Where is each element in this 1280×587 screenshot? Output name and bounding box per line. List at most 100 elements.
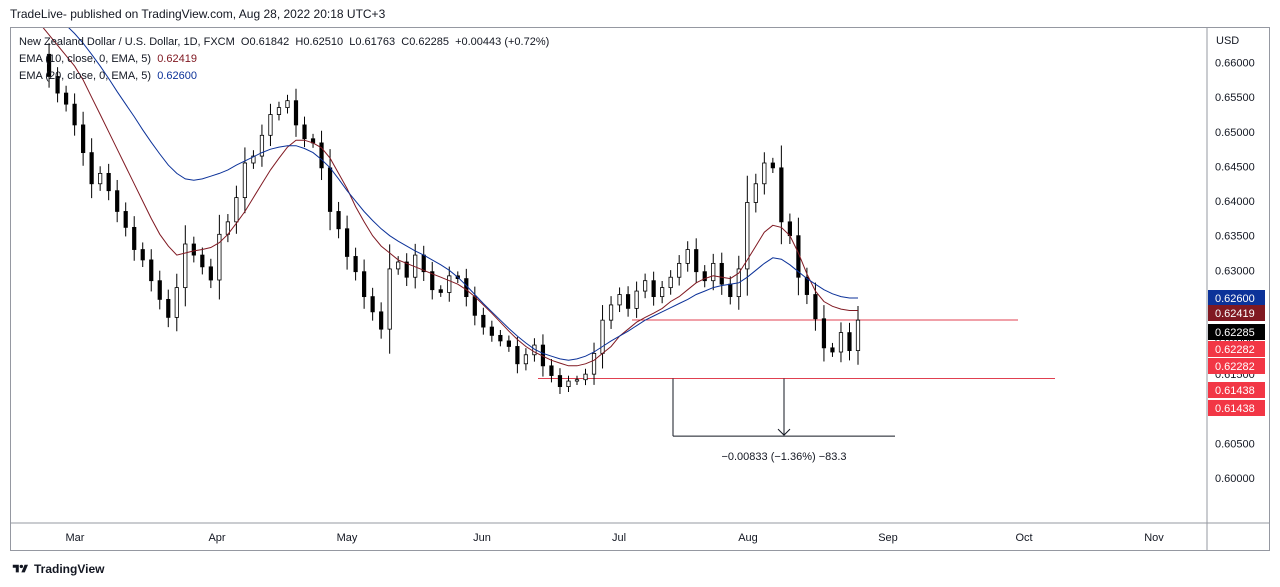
ema20-line bbox=[68, 28, 858, 361]
candle-body bbox=[804, 276, 810, 295]
price-label-badge bbox=[1208, 358, 1265, 374]
footer-brand-text: TradingView bbox=[34, 562, 105, 576]
candle-body bbox=[498, 334, 503, 342]
candle-body bbox=[625, 294, 631, 309]
candle-body bbox=[515, 346, 520, 365]
candle-body bbox=[234, 197, 239, 223]
publisher-line: TradeLive- published on TradingView.com,… bbox=[10, 7, 386, 21]
candle-body bbox=[396, 261, 401, 270]
candle-body bbox=[608, 304, 614, 321]
y-tick-label: 0.63000 bbox=[1215, 265, 1255, 277]
candle-body bbox=[63, 92, 69, 105]
candle-body bbox=[617, 294, 622, 306]
candle-body bbox=[660, 287, 665, 298]
price-label-text: 0.62282 bbox=[1215, 361, 1255, 373]
price-label-badge bbox=[1208, 324, 1265, 340]
candle-body bbox=[166, 298, 171, 318]
candle-body bbox=[404, 261, 409, 278]
ema10-value: 0.62419 bbox=[157, 53, 197, 65]
candle-body bbox=[523, 354, 529, 365]
candle-body bbox=[208, 266, 213, 281]
candle-body bbox=[447, 275, 452, 293]
legend-ema10-row[interactable]: EMA (10, close, 0, EMA, 5) 0.62419 bbox=[19, 51, 549, 68]
candle-body bbox=[728, 283, 733, 298]
tradingview-logo-icon bbox=[12, 564, 28, 573]
candle-body bbox=[217, 233, 222, 281]
candle-body bbox=[549, 365, 554, 376]
candle-body bbox=[506, 340, 511, 347]
price-label-text: 0.61438 bbox=[1215, 403, 1255, 415]
close-value: 0.62285 bbox=[409, 36, 449, 48]
candle-body bbox=[353, 256, 358, 273]
candle-body bbox=[566, 380, 571, 388]
chart-legend: New Zealand Dollar / U.S. Dollar, 1D, FX… bbox=[19, 34, 549, 85]
candle-body bbox=[242, 162, 248, 199]
price-label-text: 0.62600 bbox=[1215, 293, 1255, 305]
candle-body bbox=[481, 314, 486, 328]
candle-body bbox=[268, 114, 273, 136]
x-tick-label: Jun bbox=[473, 532, 491, 544]
price-axis-currency: USD bbox=[1216, 35, 1239, 47]
x-tick-label: Mar bbox=[66, 532, 85, 544]
candle-body bbox=[430, 271, 435, 291]
candle-body bbox=[600, 319, 605, 354]
ema10-line bbox=[42, 28, 858, 367]
footer-brand[interactable]: TradingView bbox=[12, 562, 104, 576]
candle-body bbox=[787, 221, 792, 237]
candle-body bbox=[702, 271, 707, 282]
candle-body bbox=[89, 152, 94, 185]
candle-body bbox=[745, 202, 750, 270]
y-tick-label: 0.64000 bbox=[1215, 196, 1255, 208]
candle-body bbox=[591, 352, 597, 375]
price-label-text: 0.62285 bbox=[1215, 327, 1255, 339]
open-value: 0.61842 bbox=[249, 36, 290, 48]
candle-body bbox=[319, 142, 324, 169]
candle-body bbox=[677, 262, 682, 278]
candle-body bbox=[847, 332, 852, 352]
candle-body bbox=[191, 243, 196, 256]
low-label: L bbox=[349, 36, 356, 48]
candle-body bbox=[634, 290, 639, 309]
candle-body bbox=[557, 375, 563, 388]
y-tick-label: 0.64500 bbox=[1215, 161, 1255, 173]
close-label: C bbox=[401, 36, 410, 48]
candle-body bbox=[336, 211, 341, 230]
candle-body bbox=[762, 162, 767, 185]
price-label-text: 0.62419 bbox=[1215, 308, 1255, 320]
legend-ema20-row[interactable]: EMA (20, close, 0, EMA, 5) 0.62600 bbox=[19, 68, 549, 85]
high-value: 0.62510 bbox=[303, 36, 344, 48]
candle-body bbox=[55, 76, 60, 94]
y-tick-label: 0.65000 bbox=[1215, 127, 1255, 139]
candle-body bbox=[132, 226, 137, 250]
y-tick-label: 0.60500 bbox=[1215, 438, 1255, 450]
price-label-badge bbox=[1208, 400, 1265, 416]
measure-arrow-head-icon bbox=[777, 428, 791, 436]
candle-body bbox=[115, 190, 120, 212]
x-tick-label: Nov bbox=[1144, 532, 1164, 544]
x-tick-label: Aug bbox=[738, 532, 758, 544]
low-value: 0.61763 bbox=[355, 36, 396, 48]
symbol-name[interactable]: New Zealand Dollar / U.S. Dollar, 1D, FX… bbox=[19, 36, 235, 48]
candle-body bbox=[123, 211, 128, 228]
high-label: H bbox=[295, 36, 304, 48]
candle-body bbox=[719, 262, 724, 285]
candle-body bbox=[421, 254, 426, 273]
price-label-badge bbox=[1208, 290, 1265, 306]
candle-body bbox=[276, 107, 282, 115]
candle-body bbox=[379, 311, 384, 330]
candle-body bbox=[293, 100, 299, 126]
candle-body bbox=[830, 347, 835, 353]
price-label-badge bbox=[1208, 305, 1265, 321]
candle-body bbox=[651, 280, 656, 298]
y-tick-label: 0.63500 bbox=[1215, 231, 1255, 243]
price-label-badge bbox=[1208, 341, 1265, 357]
x-tick-label: Jul bbox=[612, 532, 626, 544]
change-value: +0.00443 (+0.72%) bbox=[455, 36, 550, 48]
x-tick-label: Sep bbox=[878, 532, 898, 544]
candle-body bbox=[81, 124, 86, 154]
candle-body bbox=[200, 254, 205, 268]
candle-body bbox=[813, 294, 818, 320]
candle-body bbox=[344, 228, 350, 257]
ema20-label: EMA (20, close, 0, EMA, 5) bbox=[19, 70, 152, 82]
